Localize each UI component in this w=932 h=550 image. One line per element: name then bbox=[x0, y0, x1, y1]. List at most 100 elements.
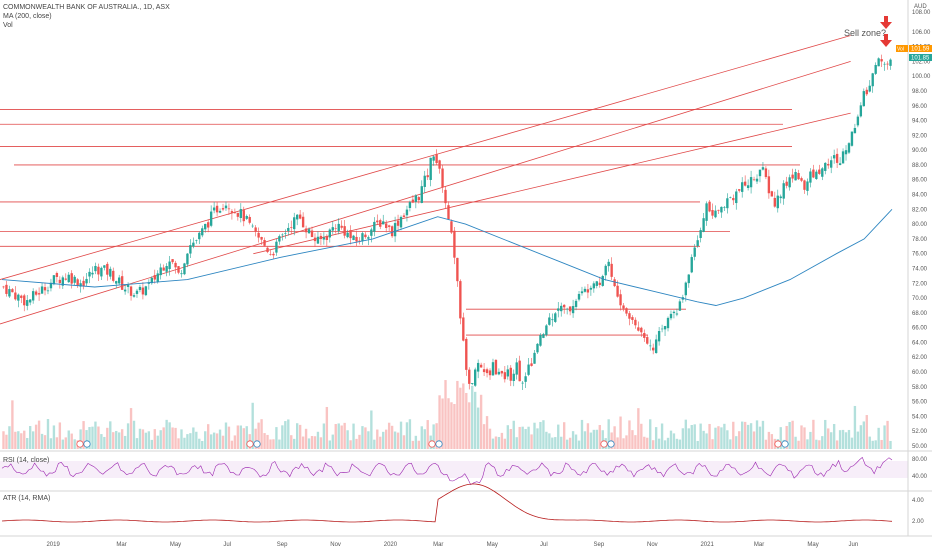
candle-body bbox=[242, 210, 245, 222]
volume-bar bbox=[319, 437, 323, 449]
volume-bar bbox=[625, 435, 628, 449]
volume-bar bbox=[450, 402, 453, 449]
volume-bar bbox=[794, 436, 797, 449]
volume-bar bbox=[257, 422, 260, 449]
volume-bar bbox=[64, 437, 67, 449]
volume-bar bbox=[70, 433, 73, 449]
volume-bar bbox=[815, 439, 818, 449]
candle-body bbox=[850, 131, 854, 146]
candle-body bbox=[429, 157, 432, 180]
candle-body bbox=[711, 210, 714, 216]
candle-body bbox=[5, 284, 8, 294]
dividend-marker bbox=[246, 440, 254, 448]
candle-body bbox=[269, 254, 272, 255]
candle-body bbox=[838, 163, 842, 165]
candle-body bbox=[824, 162, 827, 171]
earnings-marker bbox=[83, 440, 91, 448]
volume-bar bbox=[500, 432, 504, 449]
candle-body bbox=[40, 286, 44, 294]
volume-bar bbox=[797, 440, 800, 449]
volume-bar bbox=[530, 434, 533, 449]
volume-bar bbox=[705, 433, 708, 449]
volume-bar bbox=[616, 437, 619, 449]
volume-bar bbox=[192, 427, 195, 449]
candle-body bbox=[233, 212, 237, 214]
candle-body bbox=[17, 294, 20, 301]
candle-body bbox=[666, 317, 670, 329]
volume-bar bbox=[358, 434, 361, 449]
time-tick: 2021 bbox=[700, 542, 714, 548]
candle-body bbox=[153, 275, 156, 280]
candle-body bbox=[189, 245, 192, 254]
volume-bar bbox=[474, 391, 477, 449]
candle-body bbox=[373, 221, 376, 232]
candle-body bbox=[100, 267, 103, 277]
time-axis-ticks: 2019 Mar May Jul Sep Nov 2020 Mar May Jul Sep Nov 20… bbox=[46, 542, 858, 548]
volume-bar bbox=[298, 424, 302, 449]
candle-body bbox=[479, 364, 483, 368]
volume-bar bbox=[717, 426, 720, 449]
candle-body bbox=[325, 236, 329, 240]
trend-lines bbox=[0, 35, 851, 325]
volume-bar bbox=[850, 437, 854, 449]
volume-bar bbox=[637, 408, 640, 449]
volume-bar bbox=[245, 426, 248, 449]
candle-body bbox=[453, 230, 456, 258]
rsi-pane[interactable] bbox=[0, 452, 908, 490]
sell-zone-annotation[interactable]: Sell zone? bbox=[844, 28, 886, 38]
volume-bar bbox=[471, 385, 474, 449]
candle-body bbox=[580, 291, 584, 294]
candle-body bbox=[296, 214, 299, 220]
volume-bar bbox=[287, 419, 290, 449]
candle-body bbox=[156, 273, 159, 282]
volume-bar bbox=[34, 424, 38, 449]
volume-bar bbox=[396, 432, 400, 449]
rsi-legend: RSI (14, close) bbox=[3, 457, 49, 464]
candle-body bbox=[471, 383, 474, 384]
volume-bar bbox=[103, 436, 106, 449]
candle-body bbox=[589, 287, 593, 290]
main-pane[interactable] bbox=[0, 0, 908, 450]
volume-bar bbox=[476, 407, 480, 449]
candle-body bbox=[355, 236, 358, 242]
time-tick: Nov bbox=[330, 542, 341, 548]
svg-text:101.59: 101.59 bbox=[911, 47, 930, 53]
candle-body bbox=[67, 274, 70, 283]
rsi-line bbox=[1, 456, 893, 486]
candle-body bbox=[628, 313, 631, 319]
candle-body bbox=[690, 257, 693, 273]
volume-bar bbox=[334, 424, 337, 449]
price-tick: 56.00 bbox=[912, 400, 928, 406]
volume-bar bbox=[373, 439, 376, 449]
volume-bar bbox=[233, 435, 237, 449]
candle-body bbox=[577, 293, 581, 300]
volume-bar bbox=[165, 419, 168, 449]
candle-body bbox=[563, 304, 566, 308]
volume-bar bbox=[832, 424, 836, 449]
atr-pane[interactable] bbox=[0, 492, 908, 536]
volume-bar bbox=[491, 438, 495, 449]
candle-body bbox=[512, 373, 515, 382]
volume-bar bbox=[118, 432, 121, 449]
candle-body bbox=[847, 143, 851, 153]
candle-body bbox=[109, 268, 112, 277]
volume-bar bbox=[379, 436, 382, 449]
volume-bar bbox=[809, 431, 812, 449]
volume-bar bbox=[812, 419, 815, 449]
candle-body bbox=[97, 266, 100, 275]
candle-body bbox=[31, 291, 35, 301]
volume-bar bbox=[669, 430, 673, 449]
candle-body bbox=[821, 168, 824, 177]
volume-bar bbox=[171, 427, 174, 449]
price-tick: 78.00 bbox=[912, 237, 928, 243]
candle-body bbox=[43, 287, 47, 291]
candle-body bbox=[607, 261, 610, 267]
candle-body bbox=[776, 195, 779, 209]
candle-body bbox=[574, 300, 578, 307]
volume-bar bbox=[82, 421, 85, 449]
volume-bar bbox=[207, 424, 210, 449]
candle-body bbox=[782, 183, 785, 199]
volume-bar bbox=[524, 429, 527, 449]
volume-bar bbox=[221, 435, 225, 449]
